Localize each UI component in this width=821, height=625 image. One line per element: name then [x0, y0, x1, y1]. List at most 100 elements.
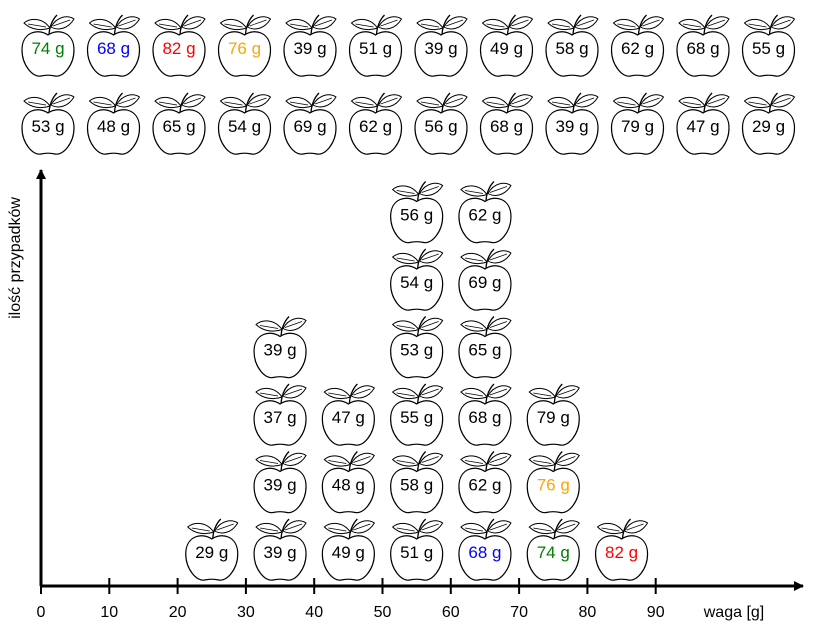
x-axis-label: waga [g] [703, 604, 764, 621]
apple-weight-label: 58 g [555, 39, 588, 58]
apple-weight-label: 47 g [332, 408, 365, 427]
apple-icon: 39 g [253, 451, 307, 514]
apple-icon: 29 g [741, 92, 796, 155]
ungrouped-apples-area: 74 g 68 g 82 g 76 g 39 g 51 g 39 g 49 g 58 g 62 g… [21, 14, 796, 155]
apple-weight-label: 49 g [332, 543, 365, 562]
apple-weight-label: 76 g [537, 476, 570, 495]
apple-icon: 39 g [283, 14, 337, 77]
x-tick-label: 50 [374, 604, 392, 621]
apple-weight-label: 55 g [752, 39, 785, 58]
apple-icon: 47 g [321, 383, 376, 446]
apple-weight-label: 68 g [97, 39, 130, 58]
apple-weight-label: 54 g [228, 117, 261, 136]
apple-weight-label: 82 g [605, 543, 638, 562]
apple-icon: 69 g [283, 92, 337, 155]
y-axis-label: ilość przypadków [7, 197, 24, 319]
apple-icon: 68 g [479, 92, 534, 155]
apple-weight-label: 39 g [264, 476, 297, 495]
apple-icon: 74 g [526, 518, 580, 581]
apple-icon: 39 g [414, 14, 468, 77]
apple-icon: 79 g [526, 383, 580, 446]
apple-weight-label: 48 g [97, 117, 130, 136]
x-tick-label: 40 [305, 604, 323, 621]
apple-icon: 62 g [458, 451, 512, 514]
apple-icon: 58 g [390, 451, 444, 514]
apple-icon: 51 g [348, 14, 403, 77]
apple-icon: 62 g [348, 92, 403, 155]
apple-weight-label: 62 g [359, 117, 392, 136]
apple-icon: 65 g [458, 316, 512, 379]
apple-icon: 68 g [458, 518, 512, 581]
apple-icon: 39 g [253, 518, 307, 581]
x-tick-label: 20 [169, 604, 187, 621]
apple-icon: 62 g [458, 181, 512, 244]
x-tick-label: 70 [510, 604, 528, 621]
apple-weight-label: 68 g [468, 408, 501, 427]
apple-weight-label: 39 g [424, 39, 457, 58]
apple-weight-label: 74 g [31, 39, 64, 58]
apple-icon: 68 g [458, 383, 512, 446]
apple-weight-label: 68 g [490, 117, 523, 136]
apple-weight-label: 69 g [293, 117, 326, 136]
apple-icon: 82 g [594, 518, 649, 581]
apple-weight-label: 47 g [686, 117, 719, 136]
apple-icon: 79 g [610, 92, 665, 155]
apple-weight-label: 29 g [195, 543, 228, 562]
apple-icon: 55 g [390, 383, 444, 446]
apple-icon: 39 g [253, 316, 307, 379]
apple-icon: 69 g [458, 248, 512, 311]
x-tick-label: 60 [442, 604, 460, 621]
apple-icon: 82 g [152, 14, 206, 77]
apple-weight-label: 55 g [400, 408, 433, 427]
apple-icon: 54 g [390, 248, 444, 311]
apple-weight-label: 82 g [162, 39, 195, 58]
apple-weight-label: 54 g [400, 273, 433, 292]
apple-weight-label: 49 g [490, 39, 523, 58]
apple-weight-label: 65 g [162, 117, 195, 136]
apple-icon: 56 g [414, 92, 468, 155]
apple-weight-label: 56 g [400, 206, 433, 225]
apple-icon: 58 g [545, 14, 599, 77]
apple-weight-label: 62 g [621, 39, 654, 58]
apple-icon: 49 g [479, 14, 534, 77]
apple-weight-label: 68 g [468, 543, 501, 562]
apple-weight-label: 79 g [537, 408, 570, 427]
apple-weight-label: 76 g [228, 39, 261, 58]
x-tick-label: 30 [237, 604, 255, 621]
apple-weight-label: 56 g [424, 117, 457, 136]
apple-weight-label: 39 g [555, 117, 588, 136]
apple-icon: 65 g [152, 92, 206, 155]
apple-weight-label: 51 g [400, 543, 433, 562]
histogram-apple-stacks: 29 g 39 g 39 g 37 g 39 g 49 g 48 g 47 g 51 g 58 g… [185, 181, 649, 581]
apple-weight-label: 62 g [468, 476, 501, 495]
apple-icon: 62 g [610, 14, 665, 77]
apple-weight-label: 39 g [293, 39, 326, 58]
apple-icon: 29 g [185, 518, 239, 581]
apple-weight-label: 29 g [752, 117, 785, 136]
apple-weight-label: 48 g [332, 476, 365, 495]
apple-weight-label: 53 g [400, 341, 433, 360]
apple-weight-label: 37 g [264, 408, 297, 427]
apple-weight-label: 69 g [468, 273, 501, 292]
apple-weight-label: 53 g [31, 117, 64, 136]
x-axis-ticks: 0 10 20 30 40 50 60 70 80 90 [37, 578, 665, 621]
apple-icon: 51 g [390, 518, 444, 581]
apple-weight-label: 62 g [468, 206, 501, 225]
apple-icon: 48 g [86, 92, 141, 155]
apple-weight-label: 51 g [359, 39, 392, 58]
apple-icon: 48 g [321, 451, 376, 514]
apple-weight-label: 58 g [400, 476, 433, 495]
x-tick-label: 90 [647, 604, 665, 621]
apple-icon: 49 g [321, 518, 376, 581]
apple-icon: 54 g [217, 92, 272, 155]
apple-weight-label: 39 g [264, 341, 297, 360]
apple-weight-label: 39 g [264, 543, 297, 562]
apple-weight-label: 74 g [537, 543, 570, 562]
apple-icon: 76 g [217, 14, 272, 77]
apple-weight-label: 68 g [686, 39, 719, 58]
x-tick-label: 80 [579, 604, 597, 621]
apple-icon: 76 g [526, 451, 580, 514]
histogram-axes: ilość przypadków waga [g] [7, 169, 804, 621]
apple-icon: 68 g [86, 14, 141, 77]
